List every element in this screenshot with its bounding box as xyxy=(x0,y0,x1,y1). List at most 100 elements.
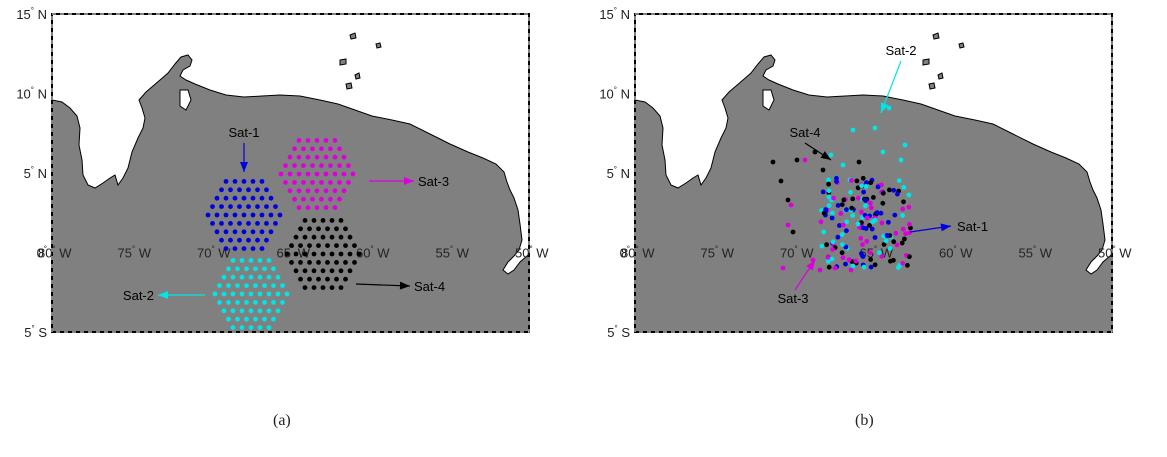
beam-dot-sat-4 xyxy=(343,226,348,232)
beam-dot-sat-4 xyxy=(839,250,845,256)
beam-dot-sat-3 xyxy=(864,215,870,221)
beam-dot-sat-4 xyxy=(311,268,317,274)
beam-dot-sat-4 xyxy=(320,285,326,290)
beam-dot-sat-3 xyxy=(817,267,823,273)
sat-2-arrow-head xyxy=(880,102,889,113)
beam-dot-sat-4 xyxy=(871,195,876,200)
caribbean-island xyxy=(339,58,347,66)
beam-dot-sat-3 xyxy=(305,171,311,177)
beam-dot-sat-1 xyxy=(210,204,215,210)
beam-dot-sat-2 xyxy=(253,316,258,322)
lon-tick-label: 60° W xyxy=(356,245,390,261)
sat-2-label: Sat-2 xyxy=(123,288,154,303)
beam-dot-sat-1 xyxy=(237,204,242,210)
beam-dot-sat-4 xyxy=(316,276,321,282)
beam-dot-sat-4 xyxy=(872,262,878,268)
beam-dot-sat-3 xyxy=(323,188,329,194)
beam-dot-sat-4 xyxy=(820,167,826,173)
caption-b: (b) xyxy=(855,412,874,429)
beam-dot-sat-2 xyxy=(902,142,908,148)
lon-tick-label: 55° W xyxy=(1019,245,1053,261)
beam-dot-sat-2 xyxy=(826,203,832,208)
lake-maracaibo xyxy=(762,89,775,111)
beam-dot-sat-2 xyxy=(877,250,882,256)
beam-dot-sat-2 xyxy=(840,242,845,248)
beam-dot-sat-2 xyxy=(248,258,254,263)
beam-dot-sat-4 xyxy=(338,251,344,257)
beam-dot-sat-1 xyxy=(259,195,265,201)
beam-dot-sat-2 xyxy=(840,162,846,168)
beam-dot-sat-4 xyxy=(824,242,829,248)
beam-dot-sat-4 xyxy=(320,251,326,257)
beam-dot-sat-4 xyxy=(849,205,855,211)
beam-dot-sat-3 xyxy=(296,188,302,194)
lon-tick-label: 75° W xyxy=(701,245,735,261)
beam-dot-sat-2 xyxy=(898,157,904,163)
beam-dot-sat-4 xyxy=(338,234,344,240)
beam-dot-sat-4 xyxy=(891,239,897,245)
beam-dot-sat-4 xyxy=(334,226,339,232)
beam-dot-sat-1 xyxy=(259,229,265,235)
beam-dot-sat-3 xyxy=(319,146,324,152)
beam-dot-sat-4 xyxy=(320,234,326,240)
beam-dot-sat-4 xyxy=(826,181,831,187)
beam-dot-sat-3 xyxy=(301,163,306,169)
beam-dot-sat-2 xyxy=(235,283,240,288)
beam-dot-sat-2 xyxy=(235,266,240,272)
beam-dot-sat-3 xyxy=(283,163,288,169)
beam-dot-sat-2 xyxy=(235,300,240,305)
lon-tick-label: 70° W xyxy=(197,245,231,261)
beam-dot-sat-1 xyxy=(228,237,233,243)
beam-dot-sat-1 xyxy=(241,212,247,218)
beam-dot-sat-4 xyxy=(347,268,353,274)
beam-dot-sat-2 xyxy=(280,300,285,305)
beam-dot-sat-1 xyxy=(844,228,849,234)
caribbean-island xyxy=(937,72,944,80)
map-frame-dashes xyxy=(634,13,1113,333)
beam-dot-sat-2 xyxy=(901,185,907,190)
beam-dot-sat-2 xyxy=(230,258,236,263)
beam-dot-sat-4 xyxy=(320,268,326,274)
beam-dot-sat-1 xyxy=(895,191,900,197)
beam-dot-sat-2 xyxy=(248,325,254,330)
beam-dot-sat-3 xyxy=(337,196,342,202)
beam-dot-sat-3 xyxy=(858,235,864,241)
beam-dot-sat-2 xyxy=(257,291,263,297)
beam-dot-sat-2 xyxy=(271,283,276,288)
beam-dot-sat-4 xyxy=(307,226,312,232)
beam-dot-sat-1 xyxy=(884,233,890,238)
beam-dot-sat-1 xyxy=(237,221,242,226)
beam-dot-sat-3 xyxy=(848,267,854,273)
beam-dot-sat-2 xyxy=(244,300,249,305)
beam-dot-sat-4 xyxy=(289,260,294,265)
beam-dot-sat-3 xyxy=(341,188,347,194)
beam-dot-sat-3 xyxy=(832,265,838,271)
beam-dot-sat-1 xyxy=(232,212,238,218)
beam-dot-sat-2 xyxy=(829,256,835,262)
beam-dot-sat-3 xyxy=(893,230,899,236)
beam-dot-sat-3 xyxy=(900,226,906,232)
beam-dot-sat-2 xyxy=(226,316,231,322)
beam-dot-sat-2 xyxy=(226,283,231,288)
beam-dot-sat-3 xyxy=(292,146,297,152)
beam-dot-sat-4 xyxy=(854,178,860,184)
beam-dot-sat-3 xyxy=(301,196,306,202)
beam-dot-sat-4 xyxy=(329,218,335,223)
beam-dot-sat-4 xyxy=(778,178,784,184)
beam-dot-sat-4 xyxy=(902,236,907,242)
lon-tick-label: 60° W xyxy=(939,245,973,261)
beam-dot-sat-4 xyxy=(868,180,874,186)
beam-dot-sat-4 xyxy=(334,260,339,265)
beam-dot-sat-3 xyxy=(868,250,873,256)
beam-dot-sat-2 xyxy=(825,259,831,264)
beam-dot-sat-4 xyxy=(343,276,348,282)
beam-dot-sat-1 xyxy=(878,210,884,216)
beam-dot-sat-3 xyxy=(328,146,333,152)
sat-2-arrow-head xyxy=(158,291,168,299)
sat-2-label: Sat-2 xyxy=(885,43,916,58)
beam-dot-sat-2 xyxy=(217,300,222,305)
beam-dot-sat-4 xyxy=(302,218,308,223)
beam-dot-sat-1 xyxy=(844,207,849,213)
caribbean-island xyxy=(375,42,382,49)
beam-dot-sat-4 xyxy=(334,243,339,249)
